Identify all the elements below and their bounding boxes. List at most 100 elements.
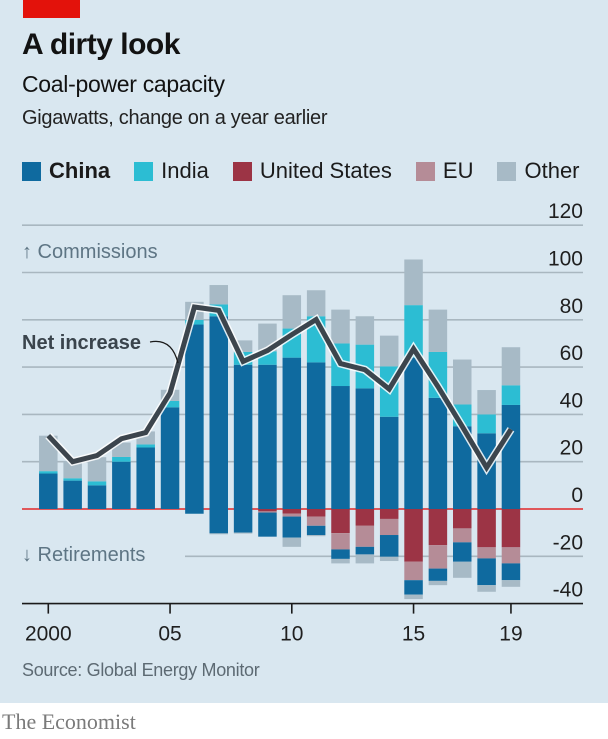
bar-retirement-other <box>355 554 375 564</box>
bar-retirement-united-states <box>331 509 350 534</box>
brand-red-tag <box>23 0 80 18</box>
bar-retirement-united-states <box>453 509 472 529</box>
commissions-label: ↑ Commissions <box>22 241 158 263</box>
bar-commission-india <box>501 385 521 405</box>
chart-title: A dirty look <box>22 28 180 61</box>
bar-commission-china <box>136 447 155 509</box>
bar-commission-china <box>87 485 107 509</box>
bar-retirement-china <box>477 558 496 586</box>
x-tick-label: 10 <box>280 623 303 646</box>
bar-retirement-eu <box>501 547 521 564</box>
bar-retirement-eu <box>453 528 472 543</box>
x-tick-label: 05 <box>158 623 181 646</box>
y-tick-label: 80 <box>560 295 583 318</box>
bar-commission-china <box>355 388 375 509</box>
axis-layer: 120 100 80 60 40 20 0 -20 -40 2000 05 10 15 19 <box>22 200 583 646</box>
x-tick-label: 15 <box>402 623 425 646</box>
legend-item-india: India <box>134 158 209 184</box>
bars-layer <box>39 259 521 600</box>
bar-retirement-china <box>233 509 253 533</box>
y-tick-label: -40 <box>553 579 583 602</box>
x-tick-label: 2000 <box>25 623 72 646</box>
bar-retirement-china <box>185 509 204 514</box>
bar-retirement-other <box>306 535 326 537</box>
bar-commission-other <box>282 295 302 329</box>
bar-retirement-eu <box>331 533 350 550</box>
bar-retirement-other <box>404 594 423 600</box>
bar-commission-china <box>258 364 277 509</box>
bar-commission-india <box>63 478 82 481</box>
net-increase-line <box>46 304 514 473</box>
bar-commission-other <box>379 335 399 367</box>
bar-retirement-united-states <box>428 509 448 546</box>
bar-retirement-united-states <box>379 509 399 519</box>
x-tick-label: 19 <box>499 623 522 646</box>
net-increase-leader-line <box>149 340 179 364</box>
bar-retirement-eu <box>379 518 399 536</box>
bar-retirement-united-states <box>306 509 326 517</box>
bar-retirement-china <box>379 535 399 557</box>
bar-retirement-eu <box>306 516 326 526</box>
bar-retirement-other <box>501 580 521 587</box>
bar-commission-other <box>233 340 253 352</box>
legend-swatch-eu <box>415 161 435 181</box>
bar-commission-china <box>282 357 302 509</box>
bar-retirement-china <box>404 580 423 595</box>
bar-commission-other <box>209 285 228 305</box>
bar-commission-china <box>185 324 204 509</box>
y-tick-label: 100 <box>548 248 583 271</box>
bar-retirement-eu <box>282 513 302 517</box>
chart-plot: 120 100 80 60 40 20 0 -20 -40 2000 05 10 15 19 ↑ Comm… <box>22 200 583 646</box>
bar-commission-china <box>404 357 423 509</box>
bar-commission-other <box>501 347 521 386</box>
bar-retirement-united-states <box>282 509 302 514</box>
bar-retirement-united-states <box>477 509 496 548</box>
bar-retirement-other <box>331 558 350 564</box>
bar-retirement-united-states <box>501 509 521 548</box>
bar-retirement-china <box>453 542 472 562</box>
legend-swatch-us <box>232 161 252 181</box>
bar-retirement-other <box>233 532 253 534</box>
bar-commission-china <box>331 386 350 509</box>
y-tick-label: 120 <box>548 200 583 223</box>
bar-commission-other <box>306 290 326 317</box>
bar-retirement-united-states <box>355 509 375 526</box>
bar-commission-china <box>501 404 521 509</box>
chart-unit-label: Gigawatts, change on a year earlier <box>22 107 328 129</box>
bar-commission-other <box>87 457 107 482</box>
bar-commission-china <box>428 397 448 509</box>
bar-retirement-eu <box>258 511 277 513</box>
bar-commission-other <box>331 309 350 344</box>
bar-retirement-eu <box>404 561 423 581</box>
bar-commission-china <box>39 473 58 509</box>
legend-label-china: China <box>49 158 111 183</box>
bar-retirement-china <box>331 549 350 559</box>
y-tick-label: -20 <box>553 531 583 554</box>
chart-subtitle: Coal-power capacity <box>22 71 225 97</box>
bar-commission-other <box>477 390 496 415</box>
bar-commission-india <box>87 481 107 486</box>
bar-retirement-china <box>355 546 375 555</box>
legend-label-other: Other <box>524 158 580 183</box>
bar-commission-india <box>185 319 204 325</box>
net-increase-label: Net increase <box>22 332 141 354</box>
legend-label-us: United States <box>259 158 392 183</box>
y-tick-label: 40 <box>560 389 583 412</box>
bar-retirement-china <box>306 525 326 536</box>
bar-commission-other <box>404 259 423 306</box>
bar-commission-china <box>379 416 399 509</box>
bar-commission-china <box>306 362 326 509</box>
bar-commission-other <box>355 316 375 345</box>
legend-swatch-india <box>134 161 154 181</box>
y-tick-label: 60 <box>560 342 583 365</box>
legend-label-india: India <box>161 158 209 183</box>
bar-retirement-china <box>209 509 228 534</box>
net-increase-layer <box>45 302 515 476</box>
bar-retirement-other <box>282 537 302 547</box>
bar-retirement-china <box>501 563 521 581</box>
bar-retirement-china <box>428 568 448 581</box>
bar-commission-other <box>428 309 448 352</box>
bar-commission-india <box>404 305 423 358</box>
bar-commission-china <box>209 316 228 509</box>
bar-commission-india <box>112 456 131 462</box>
